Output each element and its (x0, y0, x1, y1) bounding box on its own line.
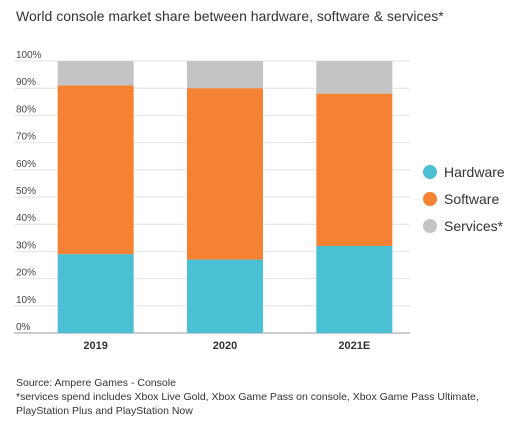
x-axis-labels: 2019 2020 2021E (83, 340, 370, 352)
y-tick-label: 100% (16, 50, 42, 61)
services-footnote: *services spend includes Xbox Live Gold,… (16, 391, 479, 417)
bar-segment-hardware (57, 254, 134, 333)
bar-segment-software (57, 85, 134, 255)
bar-segment-services (57, 61, 134, 86)
bar-segment-services (316, 61, 393, 94)
y-tick-label: 10% (16, 295, 36, 306)
x-tick-label: 2019 (83, 340, 107, 352)
x-tick-label: 2021E (338, 340, 370, 352)
bar-segment-software (316, 93, 393, 246)
y-tick-label: 20% (16, 268, 36, 279)
source-note: Source: Ampere Games - Console (16, 377, 176, 389)
legend-label: Software (444, 191, 499, 207)
legend-label: Hardware (444, 164, 505, 180)
stacked-bar-chart: 0%10%20%30%40%50%60%70%80%90%100% 2019 20… (14, 50, 505, 352)
bar-segment-software (187, 88, 263, 260)
y-axis-ticks: 0% 10% 20% 30% 40% 50% 60% 70% 80% 90% 100% (16, 50, 42, 333)
legend-swatch (423, 219, 437, 233)
bar-segment-hardware (316, 245, 393, 333)
bars (57, 61, 393, 333)
legend-label: Services* (444, 218, 504, 234)
chart-footer: Source: Ampere Games - Console *services… (16, 376, 504, 418)
legend-swatch (423, 165, 437, 179)
legend-swatch (423, 192, 437, 206)
y-tick-label: 50% (16, 186, 36, 197)
chart-title: World console market share between hardw… (16, 8, 444, 24)
bar-segment-services (187, 61, 263, 89)
bar-segment-hardware (187, 259, 263, 333)
legend: Hardware Software Services* (423, 164, 505, 234)
x-tick-label: 2020 (213, 340, 237, 352)
y-tick-label: 70% (16, 132, 36, 143)
y-tick-label: 60% (16, 159, 36, 170)
y-tick-label: 30% (16, 240, 36, 251)
y-tick-label: 80% (16, 104, 36, 115)
y-tick-label: 40% (16, 213, 36, 224)
y-tick-label: 0% (16, 322, 31, 333)
y-tick-label: 90% (16, 77, 36, 88)
